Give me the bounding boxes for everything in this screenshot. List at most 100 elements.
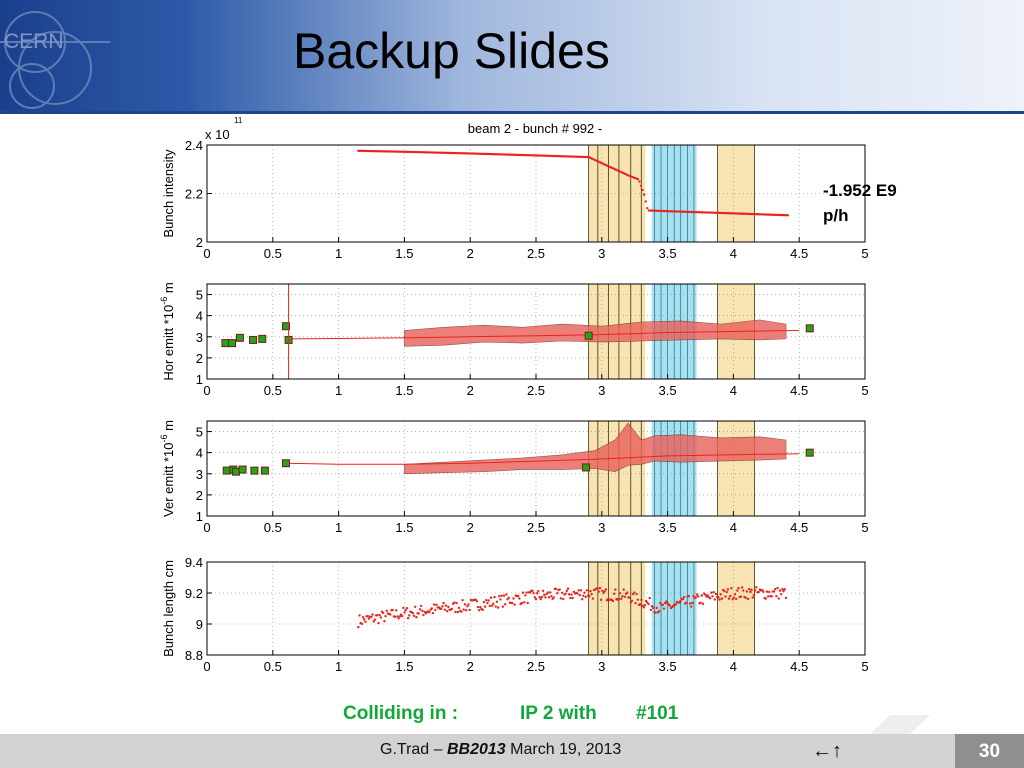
data-point bbox=[710, 591, 713, 594]
data-point bbox=[357, 625, 360, 629]
data-point bbox=[598, 586, 602, 590]
data-point bbox=[733, 593, 737, 596]
back-up-nav-link[interactable]: ←↑ bbox=[812, 740, 842, 762]
data-point bbox=[441, 605, 444, 608]
data-point bbox=[649, 608, 653, 612]
series-line bbox=[285, 453, 800, 465]
y-tick-label: 4 bbox=[196, 309, 203, 324]
data-point bbox=[636, 598, 640, 601]
data-point bbox=[617, 597, 621, 601]
data-point bbox=[643, 604, 647, 607]
data-point bbox=[513, 603, 516, 606]
data-point bbox=[629, 601, 632, 604]
data-point bbox=[685, 601, 688, 604]
panel-4: 0 0.5 1 1.5 2 2.5 3 3.5 4 4.5 5 8.8 9 9.2 9.4 Bunch len… bbox=[161, 555, 869, 674]
data-point bbox=[370, 615, 373, 619]
data-point bbox=[500, 594, 503, 597]
data-point bbox=[531, 589, 534, 593]
data-point bbox=[358, 614, 361, 617]
data-point bbox=[765, 590, 769, 593]
data-point bbox=[614, 588, 617, 591]
data-point bbox=[560, 591, 564, 594]
data-point bbox=[400, 614, 404, 618]
data-point bbox=[776, 586, 779, 590]
data-point bbox=[750, 588, 753, 592]
data-point bbox=[732, 596, 735, 599]
y-tick-label: 9 bbox=[196, 617, 203, 632]
data-point bbox=[418, 608, 422, 611]
data-point bbox=[730, 586, 733, 590]
x-tick-label: 4 bbox=[730, 659, 737, 674]
y-tick-label: 2.2 bbox=[185, 187, 203, 202]
y-axis-label: Bunch intensity bbox=[161, 149, 176, 238]
data-point bbox=[411, 611, 415, 615]
data-point bbox=[421, 609, 424, 613]
x-tick-label: 4 bbox=[730, 246, 737, 261]
x-tick-label: 4.5 bbox=[790, 659, 808, 674]
data-point bbox=[512, 597, 515, 600]
data-point bbox=[385, 609, 388, 613]
y-tick-label: 9.4 bbox=[185, 555, 203, 570]
emittance-marker bbox=[249, 335, 258, 344]
data-point bbox=[373, 618, 377, 621]
data-point bbox=[774, 587, 777, 591]
emittance-marker bbox=[260, 466, 269, 475]
data-point bbox=[482, 600, 486, 604]
x-tick-label: 0 bbox=[203, 246, 210, 261]
data-point bbox=[460, 610, 463, 613]
data-point bbox=[582, 594, 585, 598]
data-point bbox=[757, 590, 760, 594]
data-point bbox=[583, 591, 586, 594]
data-point bbox=[389, 613, 392, 616]
data-point bbox=[775, 595, 778, 598]
data-point bbox=[717, 596, 720, 599]
data-point bbox=[521, 591, 525, 594]
data-point bbox=[644, 200, 647, 203]
data-point bbox=[526, 601, 529, 605]
data-point bbox=[372, 620, 375, 623]
data-point bbox=[699, 601, 702, 604]
data-point bbox=[406, 616, 410, 620]
data-point bbox=[363, 618, 366, 621]
data-point bbox=[665, 600, 668, 603]
plots-figure: 0 0.5 1 1.5 2 2.5 3 3.5 4 4.5 5 2 2.2 2.4 Bunch intens… bbox=[159, 116, 869, 674]
chart-title: beam 2 - bunch # 992 - bbox=[468, 121, 602, 136]
data-point bbox=[726, 588, 730, 591]
data-point bbox=[636, 177, 640, 181]
data-point bbox=[559, 597, 563, 600]
data-point bbox=[588, 595, 591, 598]
header-divider bbox=[0, 111, 1024, 114]
x-tick-label: 3.5 bbox=[659, 383, 677, 398]
y-tick-label: 3 bbox=[196, 330, 203, 345]
data-point bbox=[564, 592, 567, 595]
data-point bbox=[504, 603, 507, 606]
data-point bbox=[591, 597, 595, 600]
data-point bbox=[435, 603, 438, 607]
data-point bbox=[462, 608, 465, 611]
data-point bbox=[625, 591, 629, 594]
data-point bbox=[428, 611, 431, 614]
data-point bbox=[383, 619, 386, 623]
data-point bbox=[580, 598, 584, 601]
data-point bbox=[532, 591, 535, 595]
emittance-marker bbox=[231, 467, 240, 476]
data-point bbox=[546, 591, 550, 594]
x-tick-label: 0 bbox=[203, 520, 210, 535]
data-point bbox=[751, 596, 754, 599]
y-tick-label: 5 bbox=[196, 288, 203, 303]
x-tick-label: 2.5 bbox=[527, 246, 545, 261]
data-point bbox=[603, 590, 606, 593]
data-point bbox=[444, 604, 448, 607]
data-point bbox=[364, 620, 367, 624]
data-point bbox=[640, 598, 643, 602]
y-axis-label: Ver emitt *10-6 m bbox=[159, 420, 176, 517]
y-tick-label: 5 bbox=[196, 425, 203, 440]
data-point bbox=[464, 609, 468, 612]
data-point bbox=[367, 617, 371, 620]
emittance-marker bbox=[228, 339, 237, 348]
data-point bbox=[534, 598, 538, 601]
data-point bbox=[752, 593, 756, 597]
emittance-marker bbox=[805, 324, 814, 333]
loss-rate-unit: p/h bbox=[823, 206, 849, 225]
data-point bbox=[659, 601, 662, 605]
